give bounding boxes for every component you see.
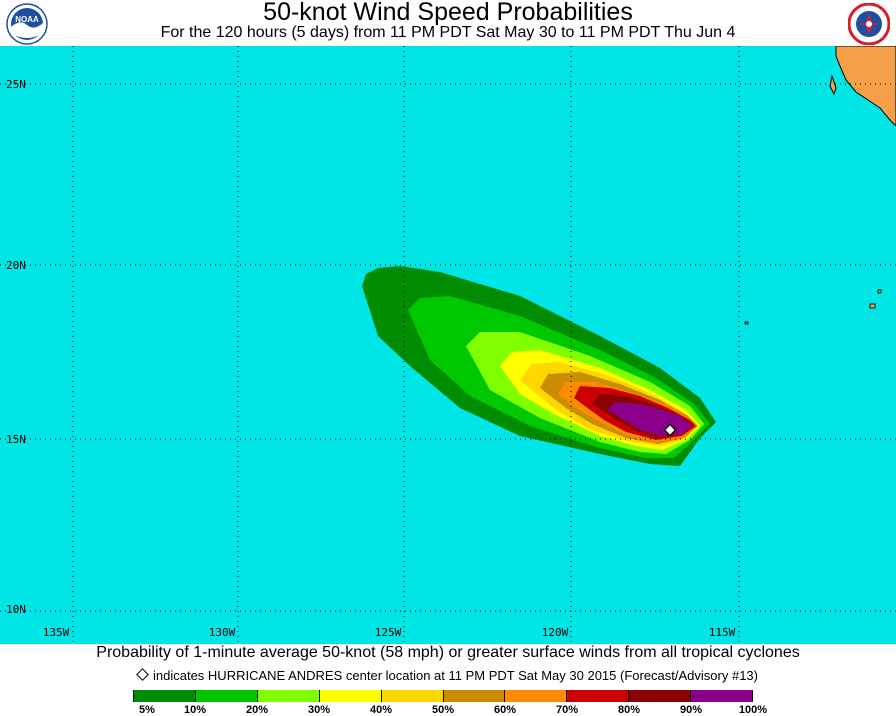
lon-label-130w: 130W xyxy=(208,626,236,639)
legend-label: 40% xyxy=(369,704,393,716)
center-location-note: indicates HURRICANE ANDRES center locati… xyxy=(0,667,896,685)
legend-labels: 5% 10% 20% 30% 40% 50% 60% 70% 80% 90% 100% xyxy=(0,704,896,716)
legend-swatch xyxy=(691,690,754,702)
baja-tip xyxy=(829,74,837,96)
legend-label: 70% xyxy=(555,704,579,716)
svg-text:NOAA: NOAA xyxy=(15,15,39,24)
diamond-marker-icon xyxy=(136,668,149,681)
legend-label: 80% xyxy=(617,704,641,716)
lat-label-15n: 15N xyxy=(6,433,26,446)
legend-swatch xyxy=(195,690,258,702)
island-socorro xyxy=(877,289,882,294)
lon-label-135w: 135W xyxy=(42,626,70,639)
lat-label-25n: 25N xyxy=(6,78,26,91)
storm-center-marker xyxy=(663,423,677,437)
mexico-landmass xyxy=(835,46,896,127)
lon-label-115w: 115W xyxy=(708,626,736,639)
legend-label: 90% xyxy=(679,704,703,716)
legend-swatch xyxy=(505,690,568,702)
legend-label: 60% xyxy=(493,704,517,716)
map-title: 50-knot Wind Speed Probabilities xyxy=(263,0,633,26)
lat-label-10n: 10N xyxy=(6,603,26,616)
legend-label: 50% xyxy=(431,704,455,716)
lon-label-120w: 120W xyxy=(541,626,569,639)
legend-label: 5% xyxy=(139,704,155,716)
noaa-logo: NOAA xyxy=(6,3,48,45)
lat-label-20n: 20N xyxy=(6,259,26,272)
legend-label: 20% xyxy=(245,704,269,716)
legend-label: 10% xyxy=(183,704,207,716)
legend-swatch xyxy=(629,690,692,702)
probability-legend xyxy=(133,690,754,702)
legend-swatch xyxy=(567,690,630,702)
legend-label: 100% xyxy=(738,704,768,716)
center-note-text: indicates HURRICANE ANDRES center locati… xyxy=(153,668,758,683)
map-canvas xyxy=(0,46,896,644)
legend-swatch xyxy=(257,690,320,702)
map-caption: Probability of 1-minute average 50-knot … xyxy=(96,644,800,661)
legend-swatch xyxy=(133,690,196,702)
island-revillagigedo xyxy=(869,303,876,309)
map-subtitle: For the 120 hours (5 days) from 11 PM PD… xyxy=(160,24,736,41)
probability-map xyxy=(0,46,896,644)
nws-logo xyxy=(847,2,891,46)
island-clarion xyxy=(744,321,749,325)
legend-swatch xyxy=(319,690,382,702)
legend-label: 30% xyxy=(307,704,331,716)
legend-swatch xyxy=(381,690,444,702)
lon-label-125w: 125W xyxy=(374,626,402,639)
legend-swatch xyxy=(443,690,506,702)
header: NOAA 50-knot Wind Speed Probabilities Fo… xyxy=(0,0,896,46)
